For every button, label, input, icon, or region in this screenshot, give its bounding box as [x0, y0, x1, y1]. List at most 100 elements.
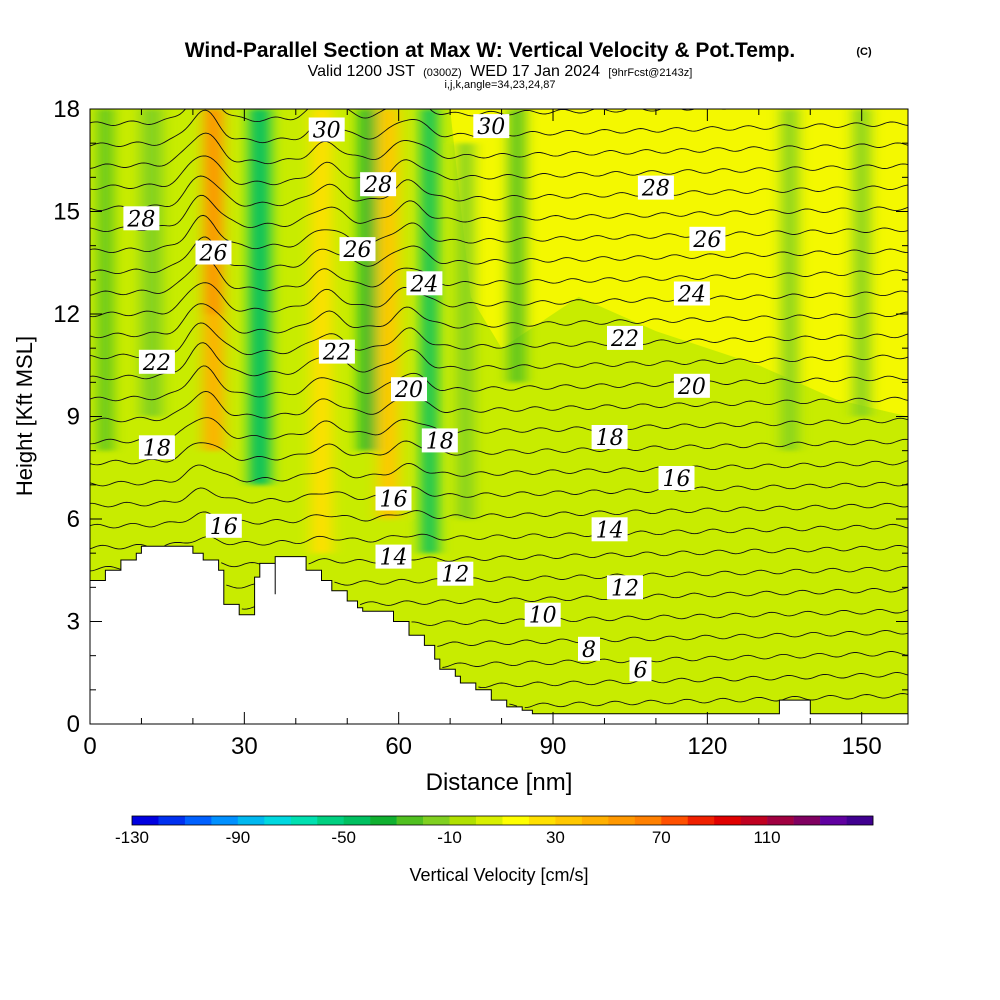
contour-label: 22 — [138, 349, 175, 376]
contour-label-text: 16 — [210, 515, 238, 540]
isentrope-line — [90, 523, 908, 550]
isentrope-line — [90, 417, 908, 445]
contour-label-box — [673, 281, 710, 306]
contour-label-text: 18 — [143, 436, 171, 461]
contour-label: 28 — [360, 172, 397, 198]
isentrope-line — [437, 630, 908, 647]
contour-label: 22 — [318, 339, 355, 366]
contour-label-text: 14 — [380, 546, 408, 571]
colorbar-swatch — [687, 816, 715, 825]
contour-label: 14 — [375, 544, 412, 571]
contour-label-box — [607, 325, 643, 350]
velocity-column — [208, 109, 219, 314]
velocity-column — [249, 109, 271, 485]
velocity-column — [782, 109, 798, 451]
isentrope-line — [90, 342, 908, 381]
contour-label: 28 — [123, 206, 160, 232]
valid-date: WED 17 Jan 2024 — [470, 63, 600, 80]
valid-time: Valid 1200 JST — [308, 63, 416, 80]
potential-temperature-contours — [90, 75, 908, 709]
contour-label: 28 — [637, 175, 674, 202]
y-tick-label: 18 — [53, 96, 80, 123]
contour-label-text: 18 — [426, 429, 454, 454]
isentrope-line — [90, 155, 908, 190]
y-tick-label: 9 — [67, 404, 80, 431]
x-tick-label: 30 — [231, 733, 258, 760]
colorbar-tick-label: -10 — [437, 828, 462, 847]
contour-label-text: 24 — [677, 283, 706, 308]
contour-label-text: 20 — [677, 375, 706, 400]
contour-label-text: 26 — [199, 242, 228, 267]
contour-label-box — [658, 466, 695, 490]
velocity-column — [99, 109, 112, 451]
colorbar-swatch — [317, 816, 345, 825]
contour-label: 20 — [391, 377, 427, 403]
colorbar-swatch — [211, 816, 239, 825]
colorbar-swatch — [846, 816, 874, 825]
velocity-column — [509, 109, 525, 383]
isentrope-line — [90, 438, 908, 466]
contour-label-box — [318, 339, 355, 364]
contour-label-text: 14 — [596, 518, 624, 543]
y-axis-label: Height [Kft MSL] — [12, 336, 37, 496]
y-tick-label: 15 — [53, 199, 80, 226]
colorbar-swatch — [396, 816, 424, 825]
isentrope-line — [90, 175, 908, 211]
contour-label: 16 — [375, 486, 412, 513]
isentrope-line — [90, 259, 908, 296]
forecast-info: [9hrFcst@2143z] — [608, 67, 692, 79]
colorbar-swatch — [290, 816, 318, 825]
isentrope-line — [411, 608, 908, 626]
x-tick-label: 0 — [83, 733, 96, 760]
contour-label: 24 — [406, 271, 443, 297]
contour-label-text: 6 — [634, 658, 648, 683]
contour-label-text: 30 — [313, 119, 341, 144]
contour-label-text: 30 — [477, 115, 505, 140]
contour-label-box — [360, 172, 397, 197]
colorbar-swatch — [661, 816, 689, 825]
velocity-column — [311, 109, 332, 554]
velocity-column — [378, 109, 399, 519]
isentrope-line — [90, 282, 908, 318]
contour-label-box — [473, 114, 510, 139]
contour-label-box — [607, 575, 643, 600]
colorbar-swatch — [581, 816, 609, 825]
contour-label-text: 16 — [380, 488, 408, 513]
isentrope-line — [90, 75, 291, 83]
contour-label: 16 — [205, 513, 242, 540]
colorbar-swatch — [158, 816, 186, 825]
contour-label-text: 22 — [610, 327, 639, 352]
isentrope-line — [90, 365, 908, 402]
contour-label: 18 — [591, 425, 628, 451]
colorbar-swatch — [608, 816, 636, 825]
x-axis: 0 30 60 90 120 150 — [83, 109, 882, 760]
colorbar-swatch — [634, 816, 662, 825]
contour-label-box — [391, 377, 427, 402]
colorbar-swatch — [767, 816, 794, 825]
contour-label-box — [629, 657, 652, 682]
y-tick-label: 12 — [53, 301, 80, 328]
contour-label-box — [406, 271, 443, 296]
contour-label-box — [689, 226, 726, 251]
contour-label: 30 — [473, 114, 510, 140]
colorbar-swatch — [343, 816, 371, 825]
colorbar-swatch — [476, 816, 503, 825]
x-tick-label: 120 — [687, 733, 727, 760]
x-tick-label: 60 — [385, 733, 412, 760]
contour-label: 26 — [339, 237, 376, 263]
y-tick-label: 0 — [67, 711, 80, 738]
isentrope-line — [478, 672, 908, 689]
contour-label-box — [138, 349, 175, 374]
contour-label: 6 — [629, 657, 652, 683]
colorbar-tick-label: 110 — [754, 828, 781, 847]
contour-label: 10 — [524, 602, 561, 629]
colorbar-swatch — [793, 816, 821, 825]
velocity-column — [457, 143, 474, 519]
contour-label-text: 22 — [322, 341, 351, 366]
colorbar-swatch — [132, 816, 159, 825]
velocity-column — [141, 109, 162, 417]
contour-label: 8 — [578, 636, 600, 663]
contour-label-box — [123, 206, 160, 231]
x-tick-label: 90 — [540, 733, 567, 760]
contour-label-text: 8 — [582, 638, 596, 663]
